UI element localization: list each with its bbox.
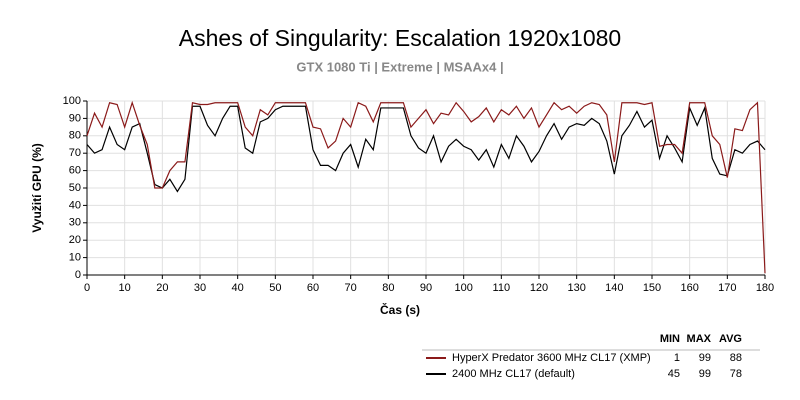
x-axis-label: Čas (s) <box>380 302 420 317</box>
x-tick-label: 170 <box>718 282 736 294</box>
legend-header: MIN <box>660 333 680 345</box>
x-tick-label: 110 <box>493 282 511 294</box>
y-tick-label: 100 <box>63 95 81 107</box>
legend-stat: 99 <box>699 352 711 364</box>
legend-stat: 78 <box>730 368 742 380</box>
x-tick-label: 40 <box>232 282 244 294</box>
series-line <box>86 105 766 193</box>
legend-stat: 88 <box>730 352 742 364</box>
x-tick-label: 60 <box>307 282 319 294</box>
series-line <box>86 100 766 274</box>
x-tick-label: 150 <box>643 282 661 294</box>
x-tick-label: 130 <box>567 282 585 294</box>
x-tick-label: 180 <box>756 282 774 294</box>
x-tick-label: 10 <box>119 282 131 294</box>
chart-subtitle: GTX 1080 Ti | Extreme | MSAAx4 | <box>296 59 503 74</box>
legend-header: MAX <box>687 333 712 345</box>
y-tick-label: 90 <box>69 112 81 124</box>
y-axis-label: Využití GPU (%) <box>30 143 44 233</box>
y-tick-label: 0 <box>75 269 81 281</box>
y-tick-label: 70 <box>69 147 81 159</box>
y-tick-label: 30 <box>69 217 81 229</box>
x-tick-label: 160 <box>680 282 698 294</box>
x-tick-label: 30 <box>194 282 206 294</box>
x-tick-label: 0 <box>84 282 90 294</box>
legend-stat: 45 <box>668 368 680 380</box>
y-tick-label: 20 <box>69 234 81 246</box>
legend-stat: 1 <box>674 352 680 364</box>
x-tick-label: 70 <box>345 282 357 294</box>
x-tick-label: 20 <box>156 282 168 294</box>
y-tick-label: 10 <box>69 252 81 264</box>
legend-label: 2400 MHz CL17 (default) <box>452 368 575 380</box>
x-tick-label: 80 <box>382 282 394 294</box>
x-tick-label: 100 <box>454 282 472 294</box>
legend-stat: 99 <box>699 368 711 380</box>
x-tick-label: 140 <box>605 282 623 294</box>
legend-label: HyperX Predator 3600 MHz CL17 (XMP) <box>452 352 651 364</box>
legend-header: AVG <box>719 333 742 345</box>
y-tick-label: 40 <box>69 199 81 211</box>
x-tick-label: 50 <box>269 282 281 294</box>
chart-title: Ashes of Singularity: Escalation 1920x10… <box>179 25 621 51</box>
y-tick-label: 60 <box>69 165 81 177</box>
x-tick-label: 90 <box>420 282 432 294</box>
y-tick-label: 80 <box>69 130 81 142</box>
x-tick-label: 120 <box>530 282 548 294</box>
y-tick-label: 50 <box>69 182 81 194</box>
